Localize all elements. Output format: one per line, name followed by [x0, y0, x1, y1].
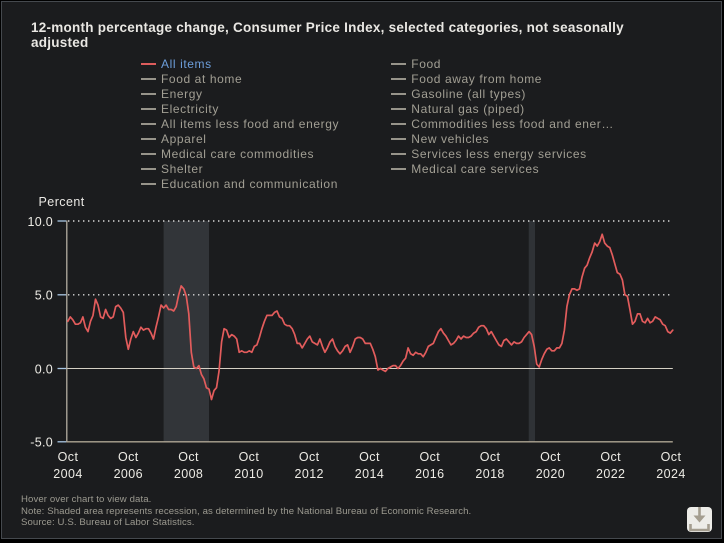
svg-text:10.0: 10.0: [27, 215, 53, 229]
svg-text:Oct: Oct: [600, 450, 621, 464]
svg-text:2010: 2010: [234, 467, 263, 481]
svg-text:2012: 2012: [294, 467, 323, 481]
svg-text:Oct: Oct: [359, 450, 380, 464]
svg-text:2006: 2006: [114, 467, 143, 481]
svg-text:2018: 2018: [475, 467, 504, 481]
svg-text:Oct: Oct: [419, 450, 440, 464]
svg-text:Oct: Oct: [299, 450, 320, 464]
svg-text:2004: 2004: [53, 467, 82, 481]
svg-text:0.0: 0.0: [35, 362, 53, 376]
svg-text:2014: 2014: [355, 467, 384, 481]
svg-text:Oct: Oct: [661, 450, 682, 464]
svg-text:2008: 2008: [174, 467, 203, 481]
svg-text:Oct: Oct: [480, 450, 501, 464]
svg-text:Oct: Oct: [540, 450, 561, 464]
svg-text:Oct: Oct: [239, 450, 260, 464]
svg-text:2016: 2016: [415, 467, 444, 481]
svg-text:2024: 2024: [656, 467, 685, 481]
svg-text:2022: 2022: [596, 467, 625, 481]
svg-text:5.0: 5.0: [35, 289, 53, 303]
svg-text:Oct: Oct: [58, 450, 79, 464]
svg-text:-5.0: -5.0: [30, 436, 53, 450]
svg-text:Oct: Oct: [118, 450, 139, 464]
svg-text:2020: 2020: [536, 467, 565, 481]
svg-text:Oct: Oct: [178, 450, 199, 464]
